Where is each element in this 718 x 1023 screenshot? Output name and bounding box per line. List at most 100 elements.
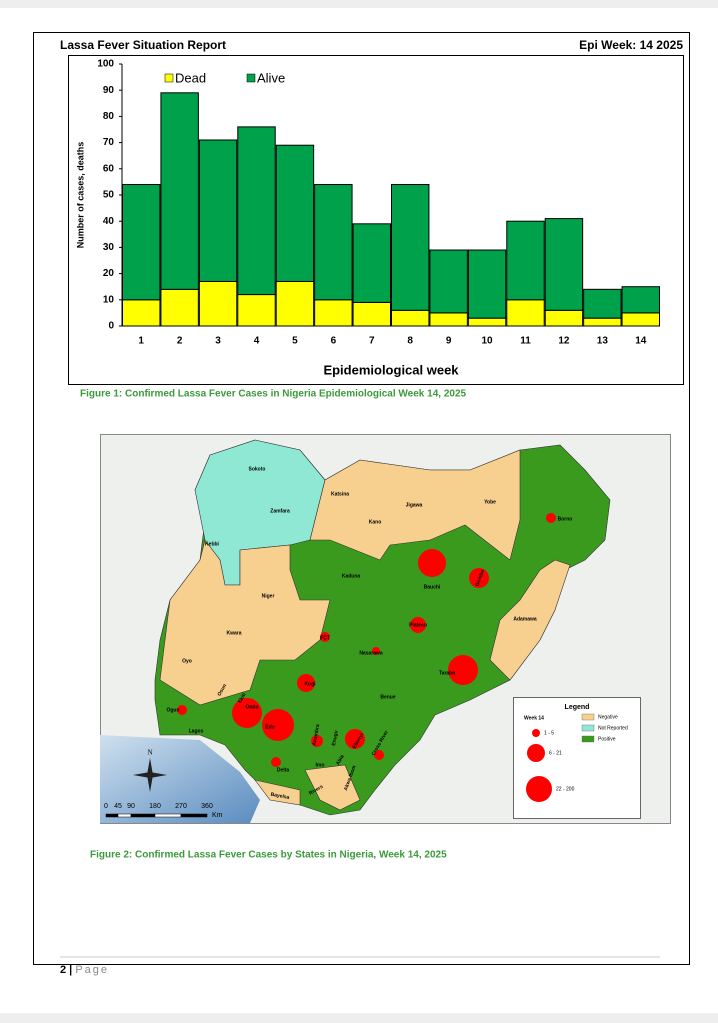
- x-tick-label: 11: [520, 336, 531, 347]
- state-label: Zamfara: [270, 508, 290, 514]
- legend-size-label: 22 - 200: [556, 786, 575, 792]
- y-tick-label: 40: [103, 216, 115, 227]
- bubble: [374, 750, 384, 760]
- bar-segment: [467, 317, 507, 327]
- state-label: Yobe: [484, 499, 496, 505]
- bar-segment: [506, 299, 545, 327]
- x-tick-label: 1: [138, 336, 144, 347]
- bubble: [345, 729, 365, 749]
- x-tick-label: 2: [177, 336, 183, 347]
- y-tick-label: 100: [97, 59, 114, 70]
- state-label: Borno: [558, 516, 573, 522]
- page-border: [33, 32, 690, 965]
- negative-region-west: [159, 539, 331, 706]
- legend-label: Alive: [257, 70, 285, 85]
- bubble: [311, 735, 323, 747]
- state-label: Bayelsa: [270, 792, 290, 801]
- bar-segment: [429, 312, 468, 327]
- bar-segment: [429, 249, 468, 314]
- y-tick-label: 80: [103, 111, 115, 122]
- x-axis-label: Epidemiological week: [323, 362, 459, 377]
- bar-segment: [275, 144, 315, 282]
- legend-bubble: [527, 744, 545, 762]
- x-tick-label: 4: [254, 336, 260, 347]
- bar-segment: [237, 294, 276, 327]
- state-label: Gombe: [475, 569, 487, 587]
- scale-label: 270: [175, 803, 187, 810]
- bar-segment: [160, 288, 199, 327]
- state-label: Kogi: [304, 681, 316, 687]
- bubble: [271, 757, 281, 767]
- epi-week: Epi Week: 14 2025: [579, 38, 683, 52]
- legend-swatch: [581, 724, 595, 732]
- bar-segment: [544, 309, 584, 327]
- state-label: Ekiti: [237, 692, 248, 705]
- bubble: [448, 655, 478, 685]
- bar-segment: [122, 299, 161, 327]
- legend-class-label: Positive: [598, 736, 616, 742]
- legend-swatch: [581, 713, 595, 721]
- state-label: Anambra: [311, 724, 321, 747]
- bubble: [297, 674, 315, 692]
- scale-segment: [154, 813, 182, 818]
- sea: [100, 735, 260, 823]
- state-label: Adamawa: [513, 616, 537, 622]
- state-label: Benue: [380, 694, 396, 700]
- state-label: Jigawa: [406, 502, 423, 508]
- state-label: Plateau: [409, 622, 427, 628]
- bar-segment: [122, 184, 161, 301]
- bar-segment: [352, 301, 392, 327]
- bar-segment: [275, 280, 315, 327]
- state-label: FCT: [320, 635, 330, 641]
- x-tick-label: 12: [558, 336, 570, 347]
- state-label: Kano: [369, 519, 382, 525]
- state-label: Ogun: [166, 707, 179, 713]
- y-tick-label: 50: [103, 190, 115, 201]
- legend-swatch: [246, 73, 256, 83]
- y-tick-label: 90: [103, 85, 115, 96]
- state-label: Kaduna: [342, 573, 361, 579]
- bar-segment: [467, 249, 507, 319]
- scale-label: 0: [104, 803, 108, 810]
- legend-bubble: [526, 776, 552, 802]
- top-band: [0, 0, 718, 8]
- legend-swatch: [164, 73, 174, 83]
- page-label: Page: [75, 964, 109, 976]
- bar-segment: [314, 184, 353, 301]
- bar-segment: [621, 312, 660, 327]
- bar-segment: [198, 139, 238, 282]
- state-label: Kwara: [226, 630, 241, 636]
- legend-label: Dead: [175, 70, 206, 85]
- bar-segment: [314, 299, 353, 327]
- bubble: [232, 698, 262, 728]
- map: Sokoto Katsina Jigawa Yobe Borno Zamfara Kano K…: [100, 434, 671, 824]
- state-label: Sokoto: [249, 466, 266, 472]
- bubble: [177, 705, 187, 715]
- x-tick-label: 8: [407, 336, 413, 347]
- bubble: [372, 647, 380, 655]
- state-label: Lagos: [189, 728, 204, 734]
- state-label: Niger: [262, 593, 275, 599]
- state-label: Taraba: [439, 670, 455, 676]
- scale-label: 360: [201, 803, 213, 810]
- state-label: Osun: [216, 683, 228, 697]
- state-label: Oyo: [182, 658, 192, 664]
- y-tick-label: 20: [103, 268, 115, 279]
- scale-segment: [117, 813, 132, 818]
- bubble: [262, 709, 294, 741]
- legend-swatch: [581, 735, 595, 743]
- state-label: Katsina: [331, 491, 349, 497]
- bar-segment: [583, 317, 622, 327]
- north-label: N: [147, 749, 152, 757]
- x-tick-label: 13: [597, 336, 609, 347]
- bubble: [469, 568, 489, 588]
- page-number: 2: [60, 964, 66, 976]
- bar-segment: [506, 220, 545, 301]
- scale-segment: [180, 813, 208, 818]
- legend-size-label: 6 - 21: [549, 750, 562, 756]
- state-label: Edo: [265, 724, 274, 730]
- state-label: Kebbi: [205, 541, 220, 547]
